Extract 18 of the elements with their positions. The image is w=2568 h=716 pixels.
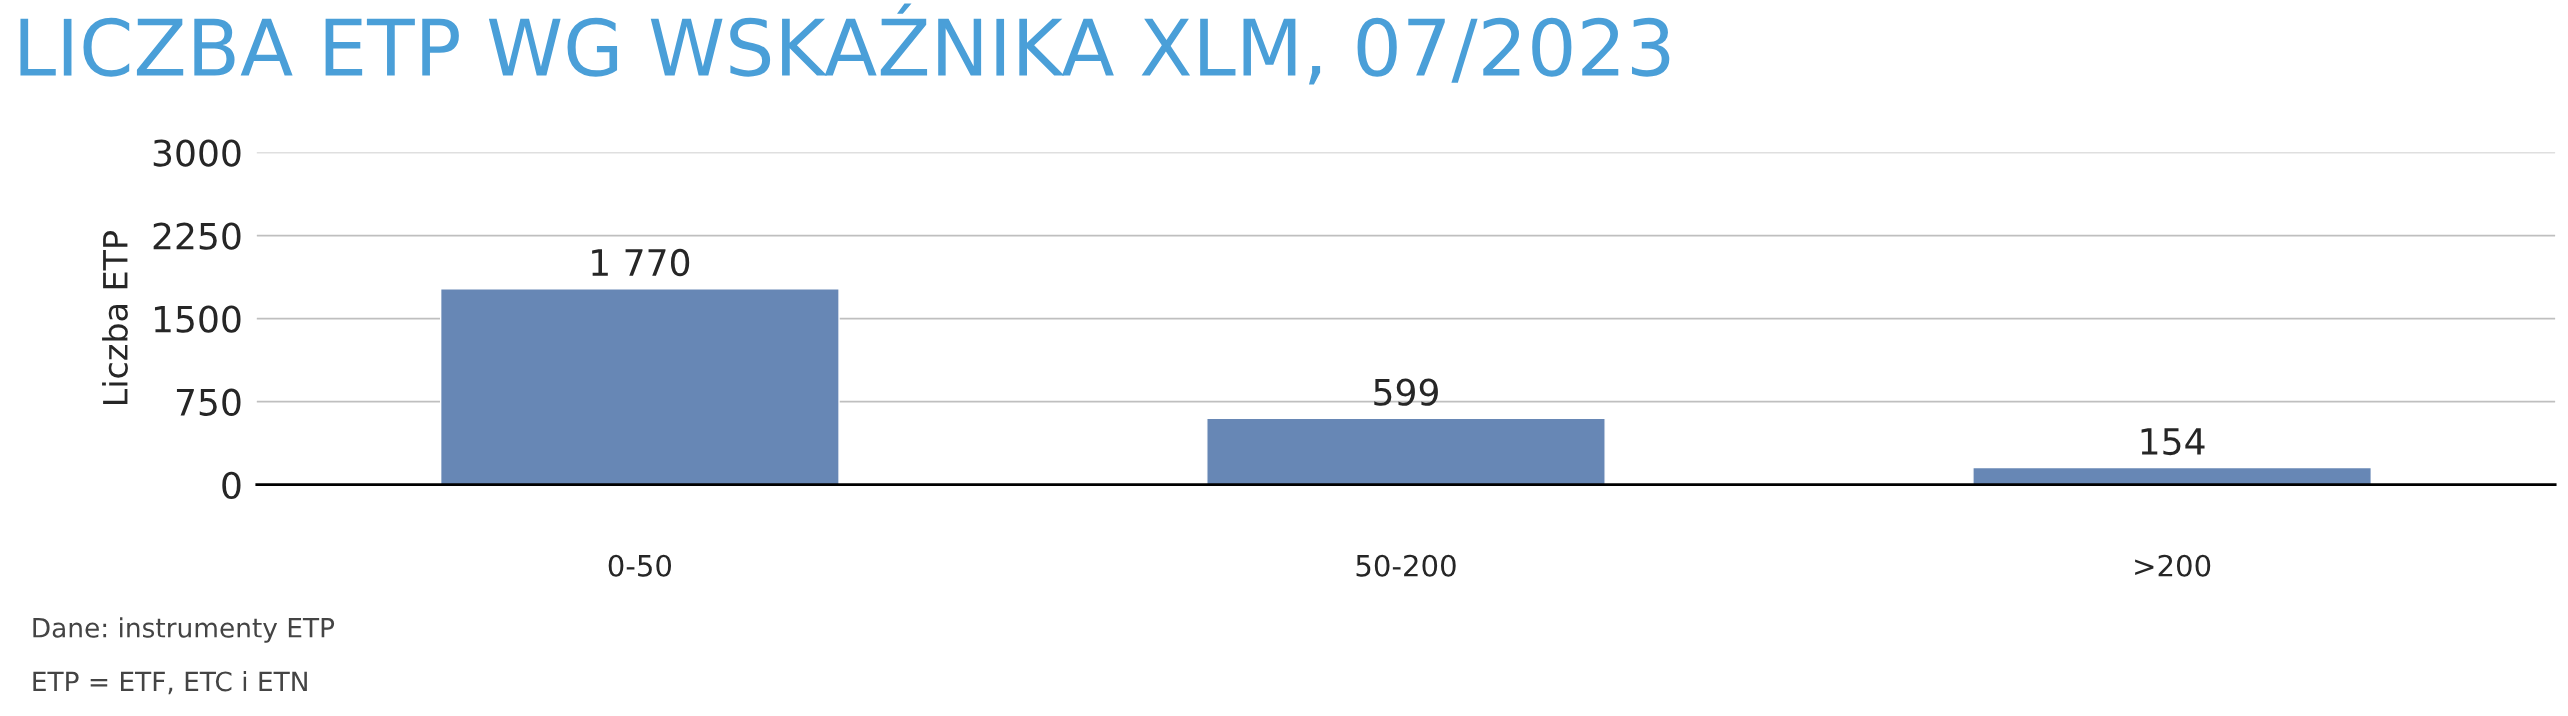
bar <box>1206 417 1606 485</box>
bar <box>439 288 840 485</box>
y-tick-label: 1500 <box>154 305 241 333</box>
data-label: 154 <box>2141 428 2205 456</box>
text: ETP = ETF, ETC i ETN <box>33 671 307 695</box>
x-tick-label: >200 <box>2135 554 2211 577</box>
x-tick-label: 0-50 <box>608 554 672 577</box>
y-axis-title: Liczba ETP <box>102 231 128 405</box>
y-tick-label: 3000 <box>153 139 241 167</box>
y-tick-label: 2250 <box>153 222 241 250</box>
chart-title: LICZBA ETP WG WSKAŹNIKA XLM, 07/2023 <box>20 3 1670 85</box>
y-tick-label: 750 <box>176 388 241 416</box>
text: Dane: instrumenty ETP <box>33 617 335 643</box>
data-label: 1 770 <box>592 248 690 277</box>
data-label: 599 <box>1374 378 1438 406</box>
x-tick-label: 50-200 <box>1356 554 1456 577</box>
y-tick-label: 0 <box>222 471 241 499</box>
bar <box>1972 466 2372 485</box>
